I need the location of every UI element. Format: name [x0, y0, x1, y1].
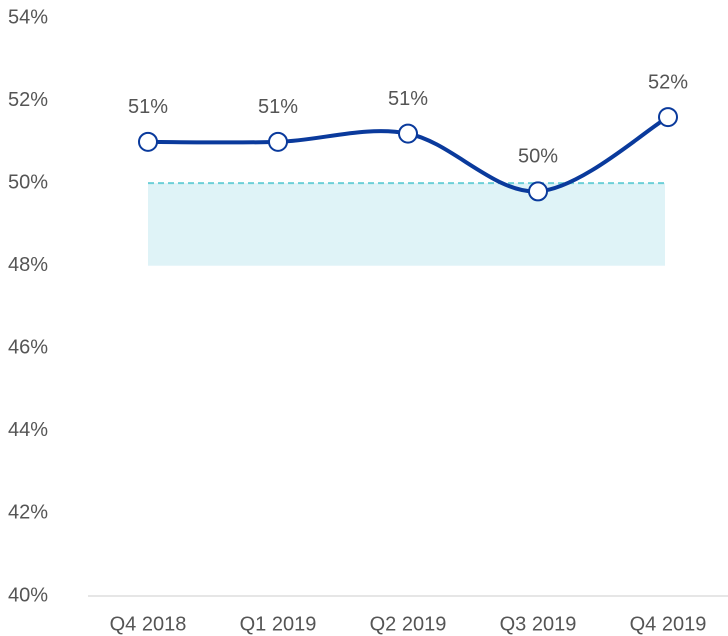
- y-tick-label: 48%: [8, 254, 48, 276]
- x-tick-label: Q4 2019: [630, 613, 707, 635]
- data-point: [398, 123, 418, 144]
- y-tick-label: 46%: [8, 337, 48, 359]
- data-label: 50%: [518, 146, 558, 168]
- y-tick-label: 50%: [8, 171, 48, 193]
- data-label: 51%: [388, 88, 428, 110]
- data-label: 52%: [648, 71, 688, 93]
- y-tick-label: 40%: [8, 584, 48, 606]
- y-tick-label: 54%: [8, 6, 48, 28]
- y-tick-label: 52%: [8, 89, 48, 111]
- data-point: [528, 181, 548, 202]
- data-label: 51%: [258, 96, 298, 118]
- x-tick-label: Q3 2019: [500, 613, 577, 635]
- x-tick-label: Q1 2019: [240, 613, 317, 635]
- y-tick-label: 42%: [8, 502, 48, 524]
- y-tick-label: 44%: [8, 419, 48, 441]
- data-label: 51%: [128, 96, 168, 118]
- data-point: [658, 107, 678, 128]
- x-tick-label: Q2 2019: [370, 613, 447, 635]
- target-band: [148, 183, 665, 266]
- x-tick-label: Q4 2018: [110, 613, 187, 635]
- data-point: [138, 131, 158, 152]
- data-point: [268, 131, 288, 152]
